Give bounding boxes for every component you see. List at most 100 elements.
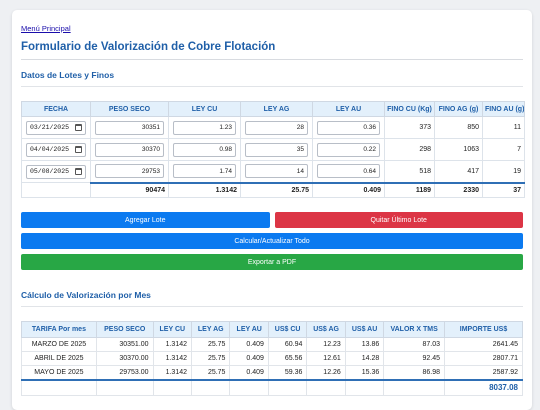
ley-cu-input[interactable] — [173, 164, 236, 179]
calendar-icon[interactable] — [75, 168, 82, 175]
col-header-peso-seco: PESO SECO — [95, 321, 154, 338]
mes-cell: MAYO DE 2025 — [21, 365, 97, 380]
table-row: ABRIL DE 2025 30370.00 1.3142 25.75 0.40… — [21, 351, 523, 366]
col-header-ley-cu: LEY CU — [152, 321, 193, 338]
fino-au-value: 11 — [482, 116, 525, 139]
total-fino-cu: 1189 — [384, 181, 435, 198]
ley-au-cell — [312, 160, 385, 183]
fino-au-value: 19 — [482, 160, 525, 183]
col-header-fino-au: FINO AU (g) — [482, 101, 525, 117]
table-row: MARZO DE 2025 30351.00 1.3142 25.75 0.40… — [21, 337, 523, 352]
fino-ag-value: 1063 — [434, 138, 483, 161]
lots-total-row: 90474 1.3142 25.75 0.409 1189 2330 37 — [21, 181, 525, 198]
ley-ag-cell — [240, 160, 313, 183]
col-header-importe: IMPORTE US$ — [444, 321, 523, 338]
fecha-date-input[interactable]: 03/21/2025 — [26, 120, 86, 135]
title-divider — [21, 59, 523, 60]
ley-ag-input[interactable] — [245, 142, 308, 157]
col-header-ley-cu: LEY CU — [168, 101, 241, 117]
ley-cu-input[interactable] — [173, 142, 236, 157]
total-blank-cell — [383, 378, 445, 396]
usd-au-cell: 13.86 — [344, 337, 385, 352]
fino-cu-value: 373 — [384, 116, 435, 139]
total-peso-seco: 90474 — [90, 181, 169, 198]
ley-ag-cell: 25.75 — [191, 351, 231, 366]
col-header-fecha: FECHA — [21, 101, 91, 117]
valuation-header-row: TARIFA Por mes PESO SECO LEY CU LEY AG L… — [21, 321, 523, 338]
peso-seco-cell — [90, 116, 169, 139]
total-ley-ag: 25.75 — [240, 181, 313, 198]
ley-cu-input[interactable] — [173, 120, 236, 135]
ley-au-input[interactable] — [317, 142, 380, 157]
ley-au-cell: 0.409 — [229, 337, 269, 352]
importe-cell: 2807.71 — [444, 351, 523, 366]
lots-section-divider — [21, 86, 523, 87]
lot-actions: Agregar Lote Quitar Último Lote — [21, 212, 523, 228]
ley-ag-cell: 25.75 — [191, 337, 231, 352]
peso-seco-input[interactable] — [95, 120, 164, 135]
peso-seco-cell: 30370.00 — [95, 351, 154, 366]
valuation-total-row: 8037.08 — [21, 378, 523, 396]
col-header-valor-tms: VALOR X TMS — [383, 321, 445, 338]
col-header-ley-au: LEY AU — [312, 101, 385, 117]
lots-table: FECHA PESO SECO LEY CU LEY AG LEY AU FIN… — [21, 101, 525, 198]
fecha-cell: 05/08/2025 — [21, 160, 91, 183]
ley-au-cell: 0.409 — [229, 351, 269, 366]
mes-cell: ABRIL DE 2025 — [21, 351, 97, 366]
fecha-cell: 03/21/2025 — [21, 116, 91, 139]
ley-ag-cell — [240, 116, 313, 139]
valor-tms-cell: 87.03 — [383, 337, 445, 352]
fino-ag-value: 850 — [434, 116, 483, 139]
ley-ag-input[interactable] — [245, 120, 308, 135]
ley-au-input[interactable] — [317, 120, 380, 135]
total-ley-au: 0.409 — [312, 181, 385, 198]
peso-seco-input[interactable] — [95, 164, 164, 179]
fino-ag-value: 417 — [434, 160, 483, 183]
col-header-usd-au: US$ AU — [344, 321, 385, 338]
ley-au-input[interactable] — [317, 164, 380, 179]
valor-tms-cell: 92.45 — [383, 351, 445, 366]
ley-ag-input[interactable] — [245, 164, 308, 179]
usd-au-cell: 14.28 — [344, 351, 385, 366]
menu-principal-link[interactable]: Menú Principal — [21, 24, 71, 33]
total-blank-cell — [95, 378, 154, 396]
fecha-date-input[interactable]: 04/04/2025 — [26, 142, 86, 157]
col-header-ley-ag: LEY AG — [240, 101, 313, 117]
ley-ag-cell: 25.75 — [191, 365, 231, 380]
table-row: 03/21/2025 373 850 11 — [21, 116, 525, 139]
col-header-usd-cu: US$ CU — [267, 321, 308, 338]
total-blank-cell — [191, 378, 231, 396]
col-header-usd-ag: US$ AG — [306, 321, 346, 338]
export-pdf-button[interactable]: Exportar a PDF — [21, 254, 523, 270]
col-header-peso-seco: PESO SECO — [90, 101, 169, 117]
calendar-icon[interactable] — [75, 124, 82, 131]
ley-au-cell: 0.409 — [229, 365, 269, 380]
ley-cu-cell — [168, 116, 241, 139]
valuation-section-divider — [21, 306, 523, 307]
col-header-fino-ag: FINO AG (g) — [434, 101, 483, 117]
total-ley-cu: 1.3142 — [168, 181, 241, 198]
importe-cell: 2587.92 — [444, 365, 523, 380]
ley-cu-cell: 1.3142 — [152, 365, 193, 380]
fecha-value: 04/04/2025 — [30, 146, 70, 153]
peso-seco-input[interactable] — [95, 142, 164, 157]
peso-seco-cell: 30351.00 — [95, 337, 154, 352]
ley-au-cell — [312, 138, 385, 161]
peso-seco-cell — [90, 160, 169, 183]
fecha-date-input[interactable]: 05/08/2025 — [26, 164, 86, 179]
add-lot-button[interactable]: Agregar Lote — [21, 212, 270, 228]
ley-ag-cell — [240, 138, 313, 161]
ley-cu-cell — [168, 160, 241, 183]
total-blank-cell — [306, 378, 346, 396]
usd-cu-cell: 60.94 — [267, 337, 308, 352]
lots-header-row: FECHA PESO SECO LEY CU LEY AG LEY AU FIN… — [21, 101, 525, 117]
total-blank-cell — [152, 378, 193, 396]
col-header-fino-cu: FINO CU (Kg) — [384, 101, 435, 117]
table-row: 05/08/2025 518 417 19 — [21, 160, 525, 183]
calendar-icon[interactable] — [75, 146, 82, 153]
total-blank-cell — [344, 378, 385, 396]
calculate-update-button[interactable]: Calcular/Actualizar Todo — [21, 233, 523, 249]
col-header-tarifa: TARIFA Por mes — [21, 321, 97, 338]
remove-last-lot-button[interactable]: Quitar Último Lote — [274, 212, 523, 228]
col-header-ley-ag: LEY AG — [191, 321, 231, 338]
